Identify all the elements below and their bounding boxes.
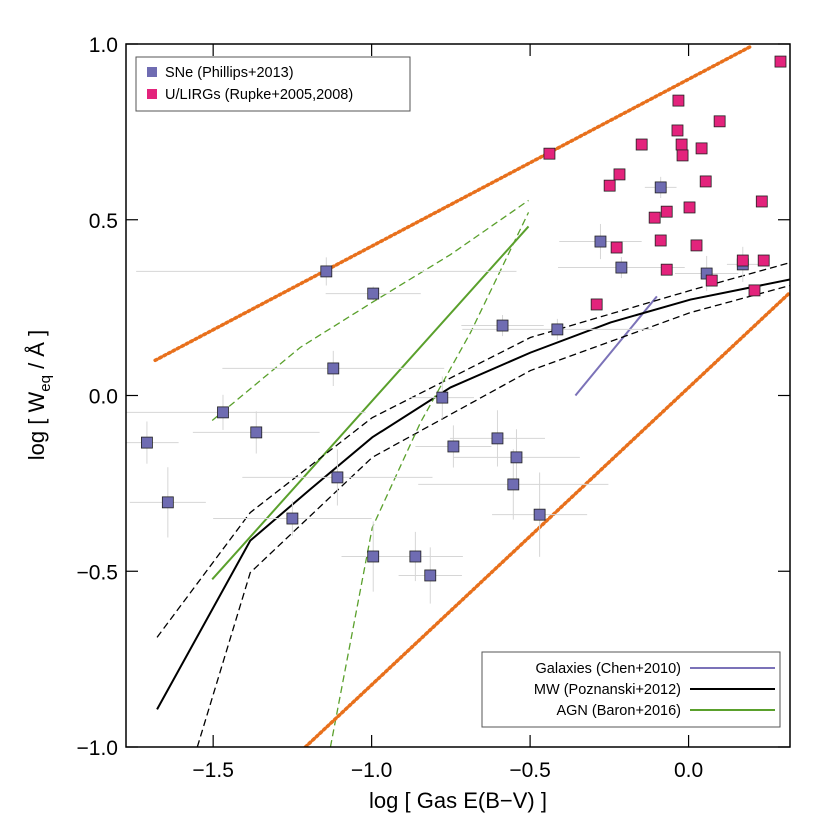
- legend-label: AGN (Baron+2016): [556, 703, 681, 719]
- marker: [755, 195, 768, 208]
- marker: [748, 284, 761, 297]
- y-axis-label: log [ Weq / Å ]: [24, 330, 54, 460]
- y-label-main: log [ W: [24, 392, 49, 461]
- legend-label: Galaxies (Chen+2010): [536, 661, 682, 677]
- x-axis-label: log [ Gas E(B−V) ]: [369, 788, 547, 813]
- legend-upper-left: SNe (Phillips+2013) U/LIRGs (Rupke+2005,2…: [135, 56, 411, 112]
- marker: [590, 298, 603, 311]
- legend-label: SNe (Phillips+2013): [165, 65, 294, 81]
- marker: [327, 362, 340, 375]
- marker: [672, 94, 685, 107]
- marker: [507, 478, 520, 491]
- marker: [736, 254, 749, 267]
- marker: [695, 142, 708, 155]
- marker: [654, 234, 667, 247]
- line-dotted: [153, 44, 753, 363]
- marker: [615, 261, 628, 274]
- marker: [551, 323, 564, 336]
- marker: [367, 287, 380, 300]
- marker: [671, 124, 684, 137]
- marker: [683, 201, 696, 214]
- marker: [217, 406, 229, 419]
- marker: [660, 263, 673, 276]
- axes: −1.5 −1.0 −0.5 0.0 −1.0 −0.5 0.0 0.5 1.0: [77, 34, 791, 782]
- marker: [447, 440, 460, 453]
- marker: [699, 175, 712, 188]
- marker: [690, 239, 703, 252]
- line-solid: [156, 278, 790, 710]
- y-tick-label: −0.5: [77, 561, 118, 584]
- line-dashed: [329, 212, 530, 747]
- marker: [610, 241, 623, 254]
- plot-area: [126, 44, 790, 747]
- legend-marker: [147, 89, 157, 99]
- x-tick-label: 0.0: [674, 759, 703, 782]
- marker: [250, 426, 263, 439]
- marker: [594, 235, 607, 248]
- legend-lower-right: Galaxies (Chen+2010) MW (Poznanski+2012) A…: [481, 651, 781, 728]
- marker: [713, 115, 726, 128]
- legend-box: [135, 56, 411, 112]
- legend-marker: [147, 67, 157, 77]
- y-label-subscript: eq: [37, 375, 54, 392]
- legend-label: U/LIRGs (Rupke+2005,2008): [165, 87, 353, 103]
- marker: [161, 496, 174, 509]
- marker: [331, 471, 344, 484]
- y-tick-label: 1.0: [89, 34, 118, 57]
- marker: [654, 181, 667, 194]
- marker: [603, 179, 616, 192]
- marker: [543, 147, 556, 160]
- y-label-tail: / Å ]: [24, 330, 49, 375]
- line-dashed: [211, 199, 529, 421]
- marker: [675, 138, 688, 151]
- marker: [635, 138, 648, 151]
- marker: [510, 451, 523, 464]
- marker: [496, 319, 509, 332]
- marker: [409, 550, 422, 563]
- y-tick-label: −1.0: [77, 737, 118, 760]
- marker: [705, 274, 718, 287]
- line-dotted: [303, 290, 790, 747]
- line-dashed: [196, 284, 790, 747]
- marker: [367, 550, 380, 563]
- marker: [141, 436, 153, 449]
- marker: [613, 168, 626, 181]
- marker: [491, 432, 504, 445]
- x-tick-label: −1.5: [192, 759, 233, 782]
- x-tick-label: −1.0: [351, 759, 392, 782]
- marker: [774, 55, 787, 68]
- y-tick-label: 0.0: [89, 386, 118, 409]
- marker: [757, 254, 770, 267]
- x-tick-label: −0.5: [509, 759, 550, 782]
- marker: [533, 508, 546, 521]
- legend-label: MW (Poznanski+2012): [534, 682, 681, 698]
- marker: [648, 211, 661, 224]
- marker: [676, 149, 689, 162]
- line-solid: [211, 225, 530, 581]
- marker: [660, 205, 673, 218]
- marker: [436, 391, 449, 404]
- y-tick-label: 0.5: [89, 210, 118, 233]
- marker: [320, 265, 333, 278]
- marker: [286, 512, 299, 525]
- marker: [424, 569, 437, 582]
